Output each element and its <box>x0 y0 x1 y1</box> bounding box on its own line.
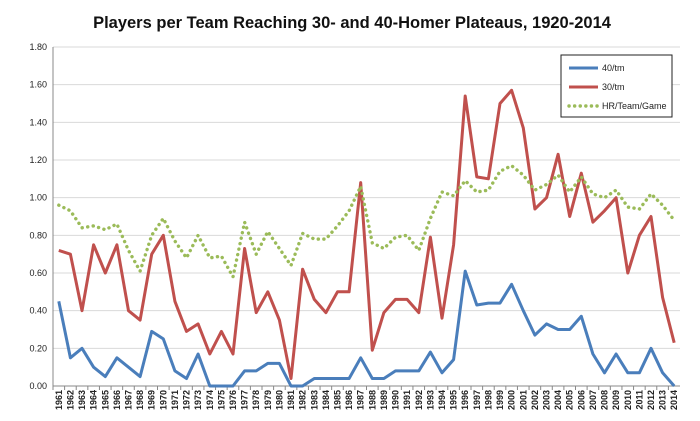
series-line-hr-team-game <box>57 163 676 279</box>
x-tick-label: 1965 <box>100 390 110 410</box>
x-tick-label: 1977 <box>240 390 250 410</box>
y-tick-label: 0.80 <box>29 230 47 240</box>
x-tick-label: 1991 <box>402 390 412 410</box>
x-tick-label: 1970 <box>158 390 168 410</box>
legend-label: HR/Team/Game <box>602 101 667 111</box>
x-tick-label: 1979 <box>263 390 273 410</box>
y-tick-label: 0.20 <box>29 343 47 353</box>
y-tick-label: 0.40 <box>29 306 47 316</box>
x-tick-label: 1992 <box>414 390 424 410</box>
y-tick-label: 1.80 <box>29 42 47 52</box>
x-tick-label: 1961 <box>54 390 64 410</box>
x-tick-label: 1996 <box>460 390 470 410</box>
y-tick-label: 1.60 <box>29 80 47 90</box>
y-tick-label: 1.20 <box>29 155 47 165</box>
chart-title: Players per Team Reaching 30- and 40-Hom… <box>93 14 612 32</box>
x-tick-label: 2008 <box>600 390 610 410</box>
x-tick-label: 1986 <box>344 390 354 410</box>
x-tick-label: 1971 <box>170 390 180 410</box>
x-tick-label: 1968 <box>135 390 145 410</box>
y-tick-label: 0.60 <box>29 268 47 278</box>
x-tick-label: 1998 <box>483 390 493 410</box>
x-tick-label: 2012 <box>646 390 656 410</box>
y-tick-label: 1.40 <box>29 117 47 127</box>
x-tick-label: 1982 <box>298 390 308 410</box>
x-tick-label: 1999 <box>495 390 505 410</box>
series-line-40-tm <box>57 269 676 388</box>
x-tick-label: 1984 <box>321 390 331 410</box>
x-tick-label: 1983 <box>309 390 319 410</box>
x-tick-label: 2009 <box>611 390 621 410</box>
x-tick-label: 2002 <box>530 390 540 410</box>
x-tick-label: 2010 <box>623 390 633 410</box>
legend: 40/tm 30/tm HR/Team/Game <box>560 54 673 118</box>
x-tick-label: 1978 <box>251 390 261 410</box>
y-axis-ticks: 0.00 0.20 0.40 0.60 0.80 1.00 1.20 1.40 1.60 1.80 <box>29 42 47 391</box>
x-tick-label: 1975 <box>216 390 226 410</box>
x-tick-label: 1994 <box>437 390 447 410</box>
x-tick-label: 1995 <box>449 390 459 410</box>
x-tick-label: 1963 <box>77 390 87 410</box>
x-tick-label: 1997 <box>472 390 482 410</box>
x-tick-label: 2004 <box>553 390 563 410</box>
y-tick-label: 1.00 <box>29 193 47 203</box>
x-tick-label: 1972 <box>182 390 192 410</box>
legend-label: 30/tm <box>602 82 625 92</box>
x-tick-label: 1987 <box>356 390 366 410</box>
x-tick-label: 1974 <box>205 390 215 410</box>
x-tick-label: 2006 <box>576 390 586 410</box>
x-tick-label: 1966 <box>112 390 122 410</box>
x-tick-label: 2005 <box>565 390 575 410</box>
series-lines <box>57 88 676 388</box>
x-tick-label: 2011 <box>634 390 644 410</box>
x-tick-label: 1967 <box>123 390 133 410</box>
x-tick-label: 1964 <box>89 390 99 410</box>
x-axis-ticks: 1961 1962 1963 1964 1965 1966 1967 1968 1969 1970… <box>52 386 679 410</box>
x-tick-label: 1989 <box>379 390 389 410</box>
series-line-30-tm <box>58 88 676 380</box>
gridlines <box>52 46 680 387</box>
x-tick-label: 1988 <box>367 390 377 410</box>
x-tick-label: 1981 <box>286 390 296 410</box>
x-tick-label: 1973 <box>193 390 203 410</box>
x-tick-label: 2001 <box>518 390 528 410</box>
x-tick-label: 1985 <box>332 390 342 410</box>
x-tick-label: 1962 <box>65 390 75 410</box>
x-tick-label: 1969 <box>147 390 157 410</box>
x-tick-label: 2000 <box>507 390 517 410</box>
x-tick-label: 2007 <box>588 390 598 410</box>
x-tick-label: 1990 <box>391 390 401 410</box>
x-tick-label: 2013 <box>658 390 668 410</box>
x-tick-label: 1980 <box>274 390 284 410</box>
legend-label: 40/tm <box>602 63 625 73</box>
x-tick-label: 2014 <box>669 390 679 410</box>
x-tick-label: 1993 <box>425 390 435 410</box>
y-tick-label: 0.00 <box>29 381 47 391</box>
x-tick-label: 2003 <box>541 390 551 410</box>
x-tick-label: 1976 <box>228 390 238 410</box>
